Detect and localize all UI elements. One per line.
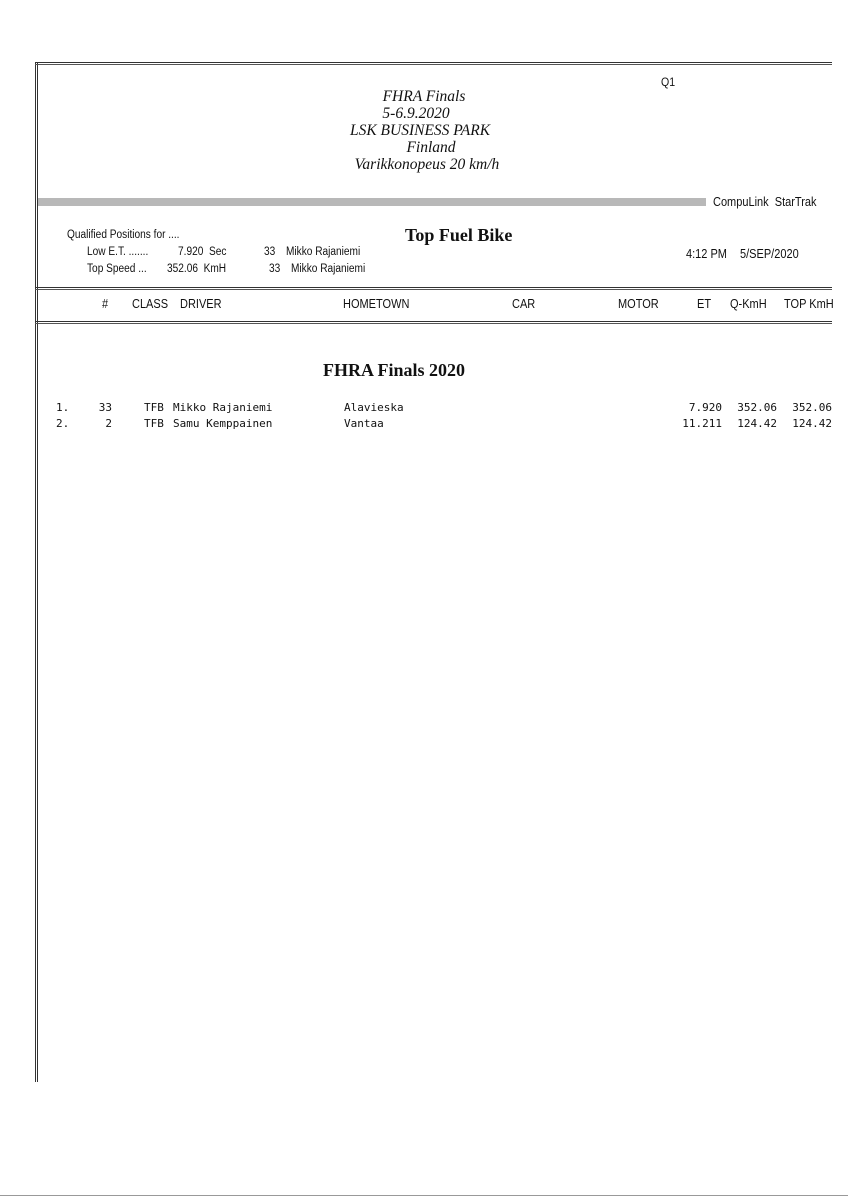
low-et-driver: Mikko Rajaniemi: [286, 246, 361, 258]
cell-et: 11.211: [682, 417, 722, 430]
col-top-kmh: TOP KmH: [784, 297, 834, 311]
cell-class: TFB: [144, 401, 164, 414]
report-date: 5/SEP/2020: [740, 247, 799, 261]
top-speed-driver: Mikko Rajaniemi: [291, 263, 366, 275]
event-title: FHRA Finals: [382, 88, 466, 105]
cell-driver: Mikko Rajaniemi: [173, 401, 273, 414]
cell-class: TFB: [144, 417, 164, 430]
cell-top-kmh: 352.06: [792, 401, 832, 414]
low-et-value: 7.920 Sec: [178, 246, 227, 258]
qualified-label: Qualified Positions for ....: [67, 229, 180, 241]
event-note: Varikkonopeus 20 km/h: [354, 156, 500, 173]
col-car: CAR: [512, 297, 536, 311]
class-title: Top Fuel Bike: [405, 225, 513, 245]
col-motor: MOTOR: [618, 297, 659, 311]
cell-q-kmh: 124.42: [737, 417, 777, 430]
col-q-kmh: Q-KmH: [730, 297, 767, 311]
cell-position: 2.: [56, 417, 70, 430]
header-rule-top: [35, 287, 832, 290]
dotted-band: [38, 198, 706, 206]
top-speed-label: Top Speed ...: [87, 263, 147, 275]
event-country: Finland: [406, 139, 456, 156]
left-border: [35, 62, 38, 1082]
session-label: Q1: [661, 75, 676, 89]
low-et-car: 33: [264, 246, 276, 258]
top-rule: [35, 62, 832, 65]
col-number: #: [102, 297, 109, 311]
cell-driver: Samu Kemppainen: [173, 417, 273, 430]
top-speed-value: 352.06 KmH: [167, 263, 227, 275]
page-bottom-rule: [0, 1195, 848, 1197]
col-hometown: HOMETOWN: [343, 297, 410, 311]
cell-q-kmh: 352.06: [737, 401, 777, 414]
event-dates: 5-6.9.2020: [382, 105, 450, 122]
col-et: ET: [697, 297, 712, 311]
cell-et: 7.920: [688, 401, 722, 414]
system-label: CompuLink StarTrak: [713, 195, 817, 209]
cell-top-kmh: 124.42: [792, 417, 832, 430]
low-et-label: Low E.T. .......: [87, 246, 149, 258]
cell-number: 2: [105, 417, 112, 430]
cell-number: 33: [98, 401, 112, 414]
report-time: 4:12 PM: [686, 247, 727, 261]
cell-position: 1.: [56, 401, 70, 414]
cell-hometown: Vantaa: [344, 417, 384, 430]
header-rule-bottom: [35, 321, 832, 324]
cell-hometown: Alavieska: [344, 401, 404, 414]
section-title: FHRA Finals 2020: [323, 360, 466, 380]
top-speed-car: 33: [269, 263, 281, 275]
event-venue: LSK BUSINESS PARK: [349, 122, 491, 139]
col-class: CLASS: [132, 297, 169, 311]
col-driver: DRIVER: [180, 297, 222, 311]
